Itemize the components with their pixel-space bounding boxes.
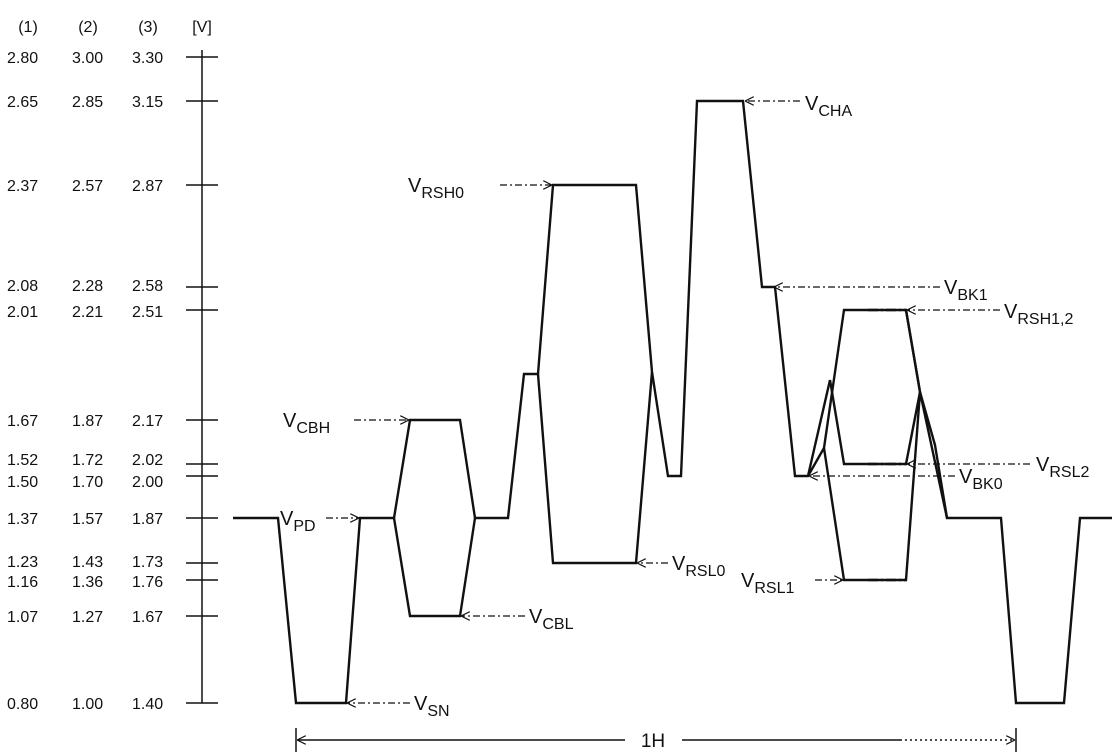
axis-tick-label: 3.30 — [132, 50, 163, 67]
label-v-rsl1: VRSL1 — [741, 570, 794, 597]
column-header-3: (3) — [138, 19, 158, 36]
label-v-pd: VPD — [280, 508, 316, 535]
waveform-branch-rsl2 — [828, 379, 922, 466]
axis-tick-label: 2.02 — [132, 452, 163, 469]
axis-tick-label: 1.57 — [72, 511, 103, 528]
label-v-cbl: VCBL — [529, 606, 574, 633]
axis-tick-label: 1.27 — [72, 609, 103, 626]
axis-ticks — [186, 56, 218, 704]
axis-tick-label: 2.65 — [7, 94, 38, 111]
axis-tick-label: 1.70 — [72, 474, 103, 491]
axis-tick-label: 1.07 — [7, 609, 38, 626]
axis-tick-labels: 2.80 3.00 3.30 2.65 2.85 3.15 2.37 2.57 2.87 2.08… — [7, 50, 163, 713]
waveform-branch-rsl0 — [536, 371, 654, 565]
axis-tick-label: 2.51 — [132, 304, 163, 321]
label-v-cha: VCHA — [805, 93, 852, 120]
axis-tick-label: 3.15 — [132, 94, 163, 111]
label-v-bk0: VBK0 — [959, 466, 1003, 493]
axis-tick-label: 1.50 — [7, 474, 38, 491]
axis-tick-label: 1.00 — [72, 696, 103, 713]
axis-tick-label: 1.16 — [7, 574, 38, 591]
column-header-unit: [V] — [192, 19, 212, 36]
axis-tick-label: 1.67 — [7, 413, 38, 430]
axis-tick-label: 1.87 — [72, 413, 103, 430]
axis-tick-label: 0.80 — [7, 696, 38, 713]
axis-tick-label: 2.85 — [72, 94, 103, 111]
axis-tick-label: 1.36 — [72, 574, 103, 591]
label-v-rsl0: VRSL0 — [672, 553, 725, 580]
column-header-2: (2) — [78, 19, 98, 36]
label-v-bk1: VBK1 — [944, 277, 988, 304]
label-v-sn: VSN — [414, 693, 450, 720]
axis-tick-label: 2.21 — [72, 304, 103, 321]
axis-tick-label: 1.87 — [132, 511, 163, 528]
axis-tick-label: 2.08 — [7, 278, 38, 295]
signal-labels: VCHA VRSH0 VBK1 VRSH1,2 VCBH VRSL2 VBK0 … — [280, 93, 1089, 720]
waveform-branch-bk0 — [806, 379, 832, 477]
dashed-plateaus — [868, 308, 906, 582]
axis-tick-label: 1.37 — [7, 511, 38, 528]
axis-tick-label: 3.00 — [72, 50, 103, 67]
axis-tick-label: 2.87 — [132, 178, 163, 195]
axis-tick-label: 2.28 — [72, 278, 103, 295]
period-dimension — [295, 728, 1017, 752]
label-v-rsh12: VRSH1,2 — [1004, 301, 1073, 328]
axis-tick-label: 1.67 — [132, 609, 163, 626]
axis-tick-label: 2.58 — [132, 278, 163, 295]
axis-tick-label: 2.37 — [7, 178, 38, 195]
waveform-main-upper — [233, 99, 1112, 705]
label-v-rsh0: VRSH0 — [408, 175, 464, 202]
axis-tick-label: 2.00 — [132, 474, 163, 491]
waveform-branch-rsl1 — [822, 391, 922, 582]
axis-tick-label: 2.01 — [7, 304, 38, 321]
axis-tick-label: 1.72 — [72, 452, 103, 469]
axis-tick-label: 1.43 — [72, 554, 103, 571]
axis-tick-label: 2.57 — [72, 178, 103, 195]
waveform-traces — [233, 99, 1112, 705]
axis-tick-label: 1.23 — [7, 554, 38, 571]
column-header-1: (1) — [18, 19, 38, 36]
axis-tick-label: 1.52 — [7, 452, 38, 469]
label-v-cbh: VCBH — [283, 410, 330, 437]
axis-tick-label: 1.76 — [132, 574, 163, 591]
waveform-branch-cbl — [392, 517, 477, 618]
label-v-rsl2: VRSL2 — [1036, 454, 1089, 481]
period-label: 1H — [641, 731, 665, 752]
axis-tick-label: 1.40 — [132, 696, 163, 713]
callout-arrows — [326, 101, 1030, 703]
axis-tick-label: 1.73 — [132, 554, 163, 571]
axis-tick-label: 2.80 — [7, 50, 38, 67]
axis-tick-label: 2.17 — [132, 413, 163, 430]
axis-column-headers: (1) (2) (3) [V] — [18, 19, 212, 36]
